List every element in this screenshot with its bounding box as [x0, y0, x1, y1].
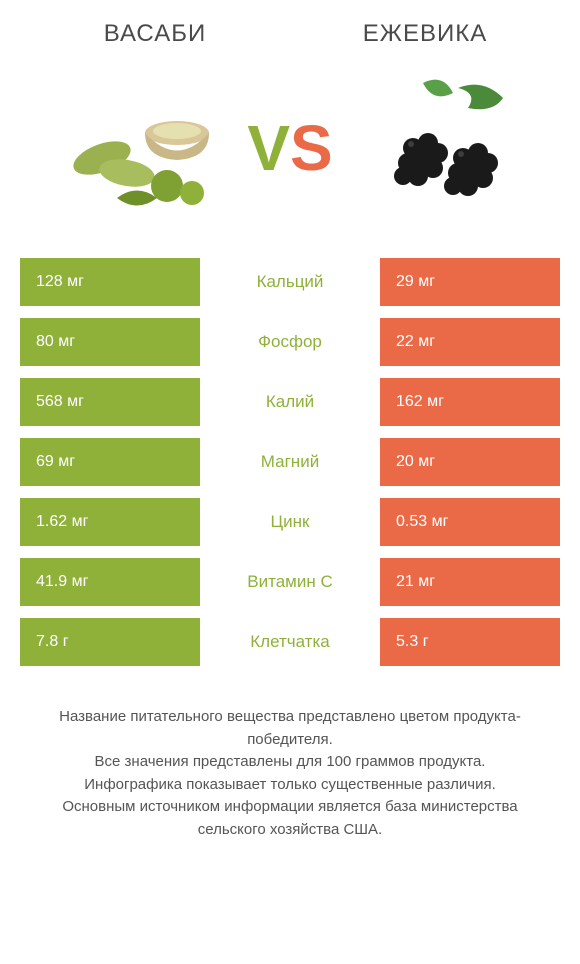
- cell-right: 162 мг: [380, 378, 560, 426]
- title-left: Васаби: [20, 20, 290, 48]
- cell-label: Цинк: [200, 498, 380, 546]
- cell-label: Кальций: [200, 258, 380, 306]
- cell-right: 21 мг: [380, 558, 560, 606]
- wasabi-icon: [57, 68, 237, 228]
- cell-left: 1.62 мг: [20, 498, 200, 546]
- blackberry-image: [343, 68, 523, 228]
- table-row: 69 мгМагний20 мг: [20, 438, 560, 486]
- cell-left: 7.8 г: [20, 618, 200, 666]
- cell-right: 0.53 мг: [380, 498, 560, 546]
- footer-line-3: Инфографика показывает только существенн…: [30, 774, 550, 797]
- table-row: 568 мгКалий162 мг: [20, 378, 560, 426]
- cell-label: Фосфор: [200, 318, 380, 366]
- cell-left: 69 мг: [20, 438, 200, 486]
- wasabi-image: [57, 68, 237, 228]
- infographic-container: Васаби Ежевика VS: [0, 0, 580, 841]
- cell-right: 5.3 г: [380, 618, 560, 666]
- hero-row: VS: [20, 68, 560, 228]
- cell-left: 41.9 мг: [20, 558, 200, 606]
- table-row: 41.9 мгВитамин C21 мг: [20, 558, 560, 606]
- cell-right: 22 мг: [380, 318, 560, 366]
- cell-label: Калий: [200, 378, 380, 426]
- title-row: Васаби Ежевика: [20, 20, 560, 48]
- table-row: 80 мгФосфор22 мг: [20, 318, 560, 366]
- footer-line-4: Основным источником информации является …: [30, 796, 550, 841]
- vs-s: S: [290, 116, 333, 180]
- table-row: 1.62 мгЦинк0.53 мг: [20, 498, 560, 546]
- cell-left: 80 мг: [20, 318, 200, 366]
- blackberry-icon: [343, 68, 523, 228]
- comparison-table: 128 мгКальций29 мг 80 мгФосфор22 мг 568 мг…: [20, 258, 560, 666]
- cell-label: Магний: [200, 438, 380, 486]
- cell-left: 568 мг: [20, 378, 200, 426]
- title-right: Ежевика: [290, 20, 560, 48]
- table-row: 7.8 гКлетчатка5.3 г: [20, 618, 560, 666]
- cell-left: 128 мг: [20, 258, 200, 306]
- vs-v: V: [247, 116, 290, 180]
- vs-label: VS: [247, 116, 332, 180]
- cell-label: Витамин C: [200, 558, 380, 606]
- cell-right: 29 мг: [380, 258, 560, 306]
- cell-label: Клетчатка: [200, 618, 380, 666]
- footer-line-1: Название питательного вещества представл…: [30, 706, 550, 751]
- table-row: 128 мгКальций29 мг: [20, 258, 560, 306]
- cell-right: 20 мг: [380, 438, 560, 486]
- footer-notes: Название питательного вещества представл…: [20, 706, 560, 841]
- footer-line-2: Все значения представлены для 100 граммо…: [30, 751, 550, 774]
